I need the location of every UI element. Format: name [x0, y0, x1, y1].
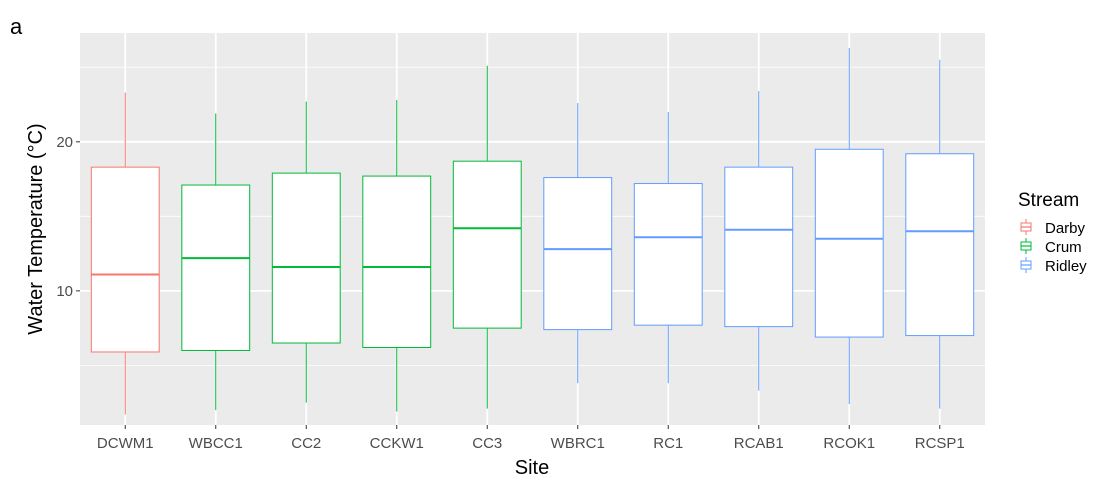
box-iqr	[271, 172, 341, 344]
y-tick-label: 10	[56, 283, 73, 300]
x-tick-label: RCSP1	[915, 435, 965, 452]
x-tick-label: WBCC1	[189, 435, 243, 452]
box-cckw1	[362, 100, 432, 412]
box-wbrc1	[543, 103, 613, 384]
x-axis: DCWM1 WBCC1 CC2 CCKW1 CC3 WBRC1 RC1 RCAB1 RCOK1 R…	[97, 425, 965, 452]
y-axis-title: Water Temperature (°C)	[25, 123, 47, 334]
panel-label: a	[10, 14, 23, 39]
x-tick-label: RCAB1	[734, 435, 784, 452]
legend-key-darby	[1018, 218, 1034, 236]
x-tick-label: CC3	[472, 435, 502, 452]
box-iqr	[633, 183, 703, 326]
box-rcab1	[724, 91, 794, 391]
legend-key-ridley	[1018, 256, 1034, 274]
box-iqr	[362, 175, 432, 348]
legend-label-darby: Darby	[1045, 220, 1086, 237]
y-tick-label: 20	[56, 134, 73, 151]
x-tick-label: WBRC1	[551, 435, 605, 452]
legend: Stream Darby Crum Ridley	[1018, 190, 1087, 275]
x-tick-label: DCWM1	[97, 435, 154, 452]
box-cc3	[452, 65, 522, 409]
x-tick-label: CC2	[291, 435, 321, 452]
box-wbcc1	[181, 113, 251, 411]
box-rcok1	[814, 47, 884, 405]
y-axis: 10 20	[56, 134, 80, 300]
legend-title: Stream	[1018, 190, 1079, 211]
box-iqr	[181, 184, 251, 351]
box-series	[90, 47, 975, 415]
box-iqr	[90, 166, 160, 353]
box-rcsp1	[905, 59, 975, 409]
legend-label-crum: Crum	[1045, 239, 1082, 256]
box-cc2	[271, 101, 341, 403]
box-iqr	[814, 148, 884, 338]
legend-label-ridley: Ridley	[1045, 258, 1087, 275]
box-rc1	[633, 111, 703, 384]
x-tick-label: CCKW1	[370, 435, 424, 452]
legend-key-crum	[1018, 237, 1034, 255]
box-iqr	[452, 160, 522, 329]
x-tick-label: RCOK1	[823, 435, 875, 452]
box-iqr	[905, 153, 975, 337]
x-axis-title: Site	[515, 457, 549, 479]
box-iqr	[724, 166, 794, 328]
x-tick-label: RC1	[653, 435, 683, 452]
box-iqr	[543, 177, 613, 331]
box-dcwm1	[90, 92, 160, 415]
